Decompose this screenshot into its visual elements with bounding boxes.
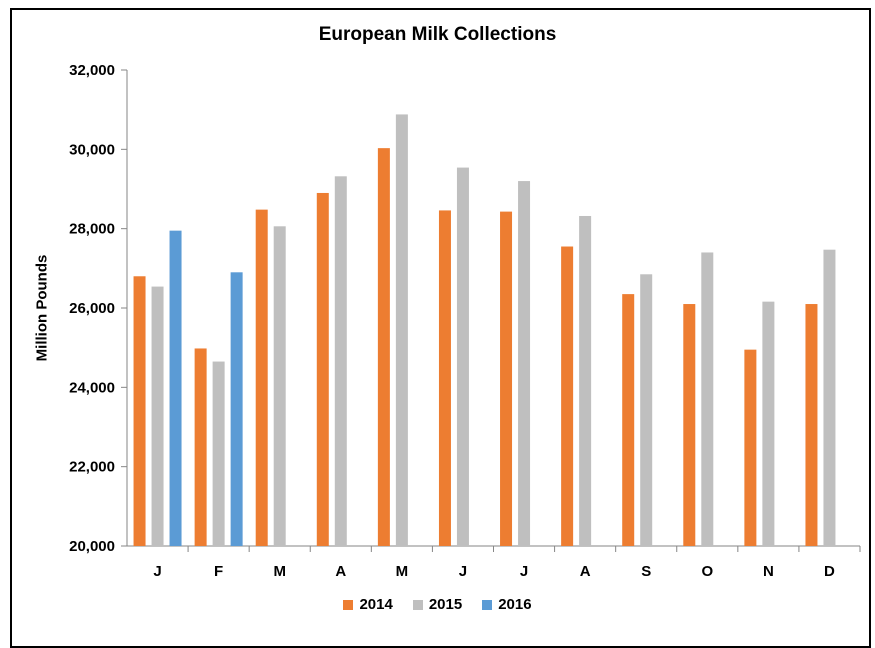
bars	[133, 114, 836, 547]
bar-2015-11	[823, 249, 836, 546]
legend-label: 2015	[428, 596, 463, 613]
bar-2014-4	[377, 148, 390, 547]
legend-item-2015: 2015	[412, 596, 463, 613]
bar-2014-9	[683, 304, 696, 546]
bar-2014-6	[500, 211, 513, 547]
bar-2014-8	[622, 294, 635, 546]
bar-2015-3	[334, 176, 347, 546]
legend-item-2014: 2014	[343, 596, 393, 613]
bar-2015-9	[701, 252, 714, 546]
bar-2015-8	[640, 274, 653, 546]
bar-2014-5	[438, 210, 451, 547]
bar-2014-1	[194, 348, 207, 546]
x-tick-label: M	[273, 563, 286, 580]
legend-swatch	[412, 599, 423, 610]
bar-2015-1	[212, 361, 225, 546]
legend: 2014 2015 2016	[0, 596, 875, 613]
bar-2016-0	[169, 230, 182, 546]
bar-2015-10	[762, 301, 775, 546]
y-tick-label: 24,000	[69, 379, 115, 396]
bar-2015-7	[579, 215, 592, 546]
x-tick-label: J	[153, 563, 161, 580]
tick-labels: 20,000 22,000 24,000 26,000 28,000 30,000 32,0…	[69, 62, 835, 580]
bar-2014-3	[316, 192, 329, 546]
x-tick-label: A	[580, 563, 591, 580]
y-tick-label: 28,000	[69, 221, 115, 238]
bar-2014-0	[133, 276, 146, 546]
bar-2014-7	[561, 246, 574, 546]
bar-2015-5	[456, 167, 469, 546]
legend-swatch	[343, 599, 354, 610]
x-tick-label: J	[520, 563, 528, 580]
axes	[121, 69, 861, 552]
bar-2014-11	[805, 304, 818, 546]
legend-item-2016: 2016	[482, 596, 532, 613]
x-tick-label: M	[396, 563, 409, 580]
x-tick-label: S	[641, 563, 651, 580]
x-tick-label: D	[824, 563, 835, 580]
x-tick-label: N	[763, 563, 774, 580]
bar-2015-0	[151, 286, 164, 546]
y-tick-label: 20,000	[69, 538, 115, 555]
bar-2015-2	[273, 226, 286, 546]
chart-plot: 20,000 22,000 24,000 26,000 28,000 30,000 32,0…	[69, 62, 861, 580]
bar-2015-4	[395, 114, 408, 546]
x-tick-label: F	[214, 563, 223, 580]
y-tick-label: 22,000	[69, 459, 115, 476]
legend-label: 2016	[498, 596, 532, 613]
bar-2016-1	[230, 272, 243, 546]
y-tick-label: 32,000	[69, 62, 115, 79]
y-tick-label: 30,000	[69, 141, 115, 158]
legend-label: 2014	[359, 596, 393, 613]
x-tick-label: A	[335, 563, 346, 580]
x-tick-label: O	[701, 563, 713, 580]
bar-2015-6	[518, 181, 531, 547]
chart-title: European Milk Collections	[318, 24, 557, 45]
bar-2014-2	[255, 209, 268, 547]
legend-swatch	[482, 599, 493, 610]
x-tick-label: J	[459, 563, 467, 580]
bar-2014-10	[744, 349, 757, 546]
y-tick-label: 26,000	[69, 300, 115, 317]
